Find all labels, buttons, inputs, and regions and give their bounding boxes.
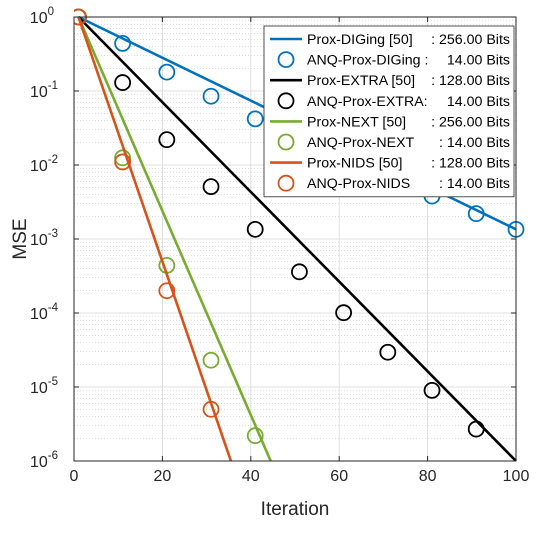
series-marker-anq-prox-diging <box>114 34 132 52</box>
series-line-prox-nids-50 <box>77 16 233 461</box>
y-tick-label: 10-4 <box>30 302 59 323</box>
y-tick-label: 10-1 <box>30 80 58 101</box>
x-axis-title: Iteration <box>261 499 330 520</box>
series-marker-anq-prox-extra <box>467 420 485 438</box>
legend-marker-swatch <box>277 133 295 151</box>
legend-series-bits: : 14.00 Bits <box>439 135 510 151</box>
legend-series-name: Prox-NIDS [50] <box>307 156 402 172</box>
series-marker-anq-prox-diging <box>158 63 176 81</box>
series-marker-anq-prox-extra <box>114 74 132 91</box>
legend-series-bits: : 128.00 Bits <box>431 73 510 89</box>
legend-marker-swatch <box>277 51 295 68</box>
legend-box <box>263 25 515 198</box>
legend-series-name: Prox-NEXT [50] <box>307 114 406 130</box>
series-marker-anq-prox-next <box>246 427 264 445</box>
x-tick-label: 40 <box>242 468 260 485</box>
legend: Prox-DIGing [50]: 256.00 BitsANQ-Prox-DI… <box>263 25 515 198</box>
legend-series-bits: : 128.00 Bits <box>431 156 510 172</box>
legend-series-name: ANQ-Prox-NIDS <box>307 176 410 192</box>
y-tick-label: 10-5 <box>30 376 58 397</box>
series-marker-anq-prox-diging <box>467 205 485 223</box>
y-tick-label: 10-6 <box>30 450 58 471</box>
legend-series-bits: 14.00 Bits <box>447 94 510 110</box>
x-tick-label: 20 <box>154 468 172 485</box>
y-axis-title: MSE <box>10 218 31 259</box>
legend-series-name: ANQ-Prox-DIGing : <box>307 53 428 69</box>
legend-series-bits: : 14.00 Bits <box>439 176 510 192</box>
series-marker-anq-prox-diging <box>202 87 220 105</box>
x-tick-label: 60 <box>330 468 348 485</box>
series-marker-anq-prox-extra <box>202 178 220 196</box>
series-marker-anq-prox-nids <box>114 153 132 171</box>
legend-series-bits: : 256.00 Bits <box>431 32 510 48</box>
legend-series-name: ANQ-Prox-NEXT <box>307 135 415 151</box>
legend-series-bits: 14.00 Bits <box>447 53 510 69</box>
y-tick-label: 10-2 <box>30 154 58 175</box>
x-tick-label: 0 <box>70 468 79 485</box>
series-marker-anq-prox-next <box>114 149 132 167</box>
series-marker-anq-prox-nids <box>202 400 220 418</box>
series-marker-anq-prox-nids <box>158 282 176 300</box>
y-tick-label: 10-3 <box>30 228 58 249</box>
series-marker-anq-prox-extra <box>379 343 397 361</box>
legend-series-name: Prox-EXTRA [50] <box>307 73 415 89</box>
legend-series-name: Prox-DIGing [50] <box>307 32 413 48</box>
legend-marker-swatch <box>277 174 295 192</box>
series-line-prox-extra-50 <box>77 16 517 461</box>
legend-series-bits: : 256.00 Bits <box>431 114 510 130</box>
series-line-prox-next-50 <box>77 16 272 461</box>
series-marker-anq-prox-extra <box>423 381 441 399</box>
series-marker-anq-prox-extra <box>335 304 353 322</box>
series-marker-anq-prox-next <box>202 351 220 369</box>
y-tick-label: 100 <box>30 6 54 27</box>
legend-marker-swatch <box>277 92 295 110</box>
legend-series-name: ANQ-Prox-EXTRA: <box>307 94 428 110</box>
x-tick-label: 100 <box>503 468 530 485</box>
x-tick-label: 80 <box>419 468 437 485</box>
series-marker-anq-prox-extra <box>291 263 308 281</box>
series-marker-anq-prox-diging <box>246 110 264 128</box>
axis-ticks: 100 10-1 10-2 10-3 10-4 10-5 10-6 0 20 40 60 80 100 <box>30 6 530 485</box>
series-marker-anq-prox-extra <box>246 220 264 238</box>
series-marker-anq-prox-extra <box>158 131 176 149</box>
